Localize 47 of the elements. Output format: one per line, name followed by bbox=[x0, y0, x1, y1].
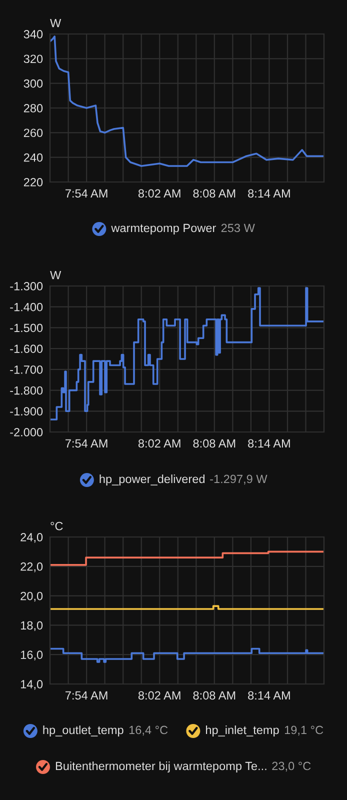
legend-label: warmtepomp Power bbox=[111, 224, 216, 235]
text: 16,4 °C bbox=[129, 726, 168, 736]
y-tick-label: 340 bbox=[24, 30, 43, 38]
y-tick-label: 320 bbox=[24, 54, 43, 64]
x-tick-label: 7:54 AM bbox=[66, 189, 108, 198]
x-tick-label: 8:08 AM bbox=[193, 189, 236, 198]
y-tick-label: 280 bbox=[24, 104, 43, 112]
y-tick-label: 240 bbox=[24, 153, 43, 162]
y-tick-label: -2.000 bbox=[10, 428, 43, 436]
legend-label: hp_inlet_temp bbox=[206, 725, 279, 737]
y-tick-label: -1.300 bbox=[10, 282, 43, 290]
y-tick-label: -1.400 bbox=[10, 302, 43, 312]
y-tick-label: 16,0 bbox=[20, 650, 43, 660]
y-tick-label: -1.900 bbox=[10, 407, 43, 416]
x-tick-label: 8:14 AM bbox=[248, 691, 290, 700]
x-tick-label: 8:02 AM bbox=[138, 189, 180, 198]
legend-label: Buitenthermometer bij warmtepomp Te... bbox=[56, 761, 266, 773]
x-tick-label: 7:54 AM bbox=[66, 691, 108, 700]
y-tick-label: -1.700 bbox=[10, 365, 43, 374]
y-tick-label: -1.600 bbox=[10, 344, 43, 353]
y-axis-title: W bbox=[50, 18, 62, 28]
legend-label: hp_power_delivered bbox=[100, 474, 204, 486]
text: -1.297,9 W bbox=[210, 474, 268, 485]
x-tick-label: 8:14 AM bbox=[248, 439, 290, 448]
x-tick-label: 8:02 AM bbox=[138, 439, 180, 448]
y-tick-label: -1.500 bbox=[10, 324, 43, 332]
text: 19,1 °C bbox=[284, 726, 324, 736]
y-tick-label: 220 bbox=[24, 178, 43, 186]
legend-label: hp_outlet_temp bbox=[43, 725, 124, 737]
text: 23,0 °C bbox=[272, 762, 311, 772]
y-axis-title: W bbox=[50, 271, 62, 280]
y-tick-label: 300 bbox=[24, 79, 43, 88]
y-axis-title: °C bbox=[50, 522, 63, 530]
line-series bbox=[50, 36, 324, 167]
x-tick-label: 8:08 AM bbox=[193, 439, 236, 448]
x-tick-label: 8:08 AM bbox=[193, 691, 236, 700]
y-tick-label: 22,0 bbox=[20, 562, 43, 572]
x-tick-label: 8:14 AM bbox=[248, 189, 290, 198]
y-tick-label: 24,0 bbox=[20, 533, 43, 543]
x-tick-label: 7:54 AM bbox=[66, 439, 108, 448]
x-tick-label: 8:02 AM bbox=[138, 691, 180, 700]
y-tick-label: 14,0 bbox=[20, 680, 43, 690]
y-tick-label: 18,0 bbox=[20, 621, 43, 631]
text: 253 W bbox=[221, 224, 255, 232]
y-tick-label: 20,0 bbox=[20, 592, 43, 602]
y-tick-label: -1.800 bbox=[10, 386, 43, 395]
y-tick-label: 260 bbox=[24, 128, 43, 138]
